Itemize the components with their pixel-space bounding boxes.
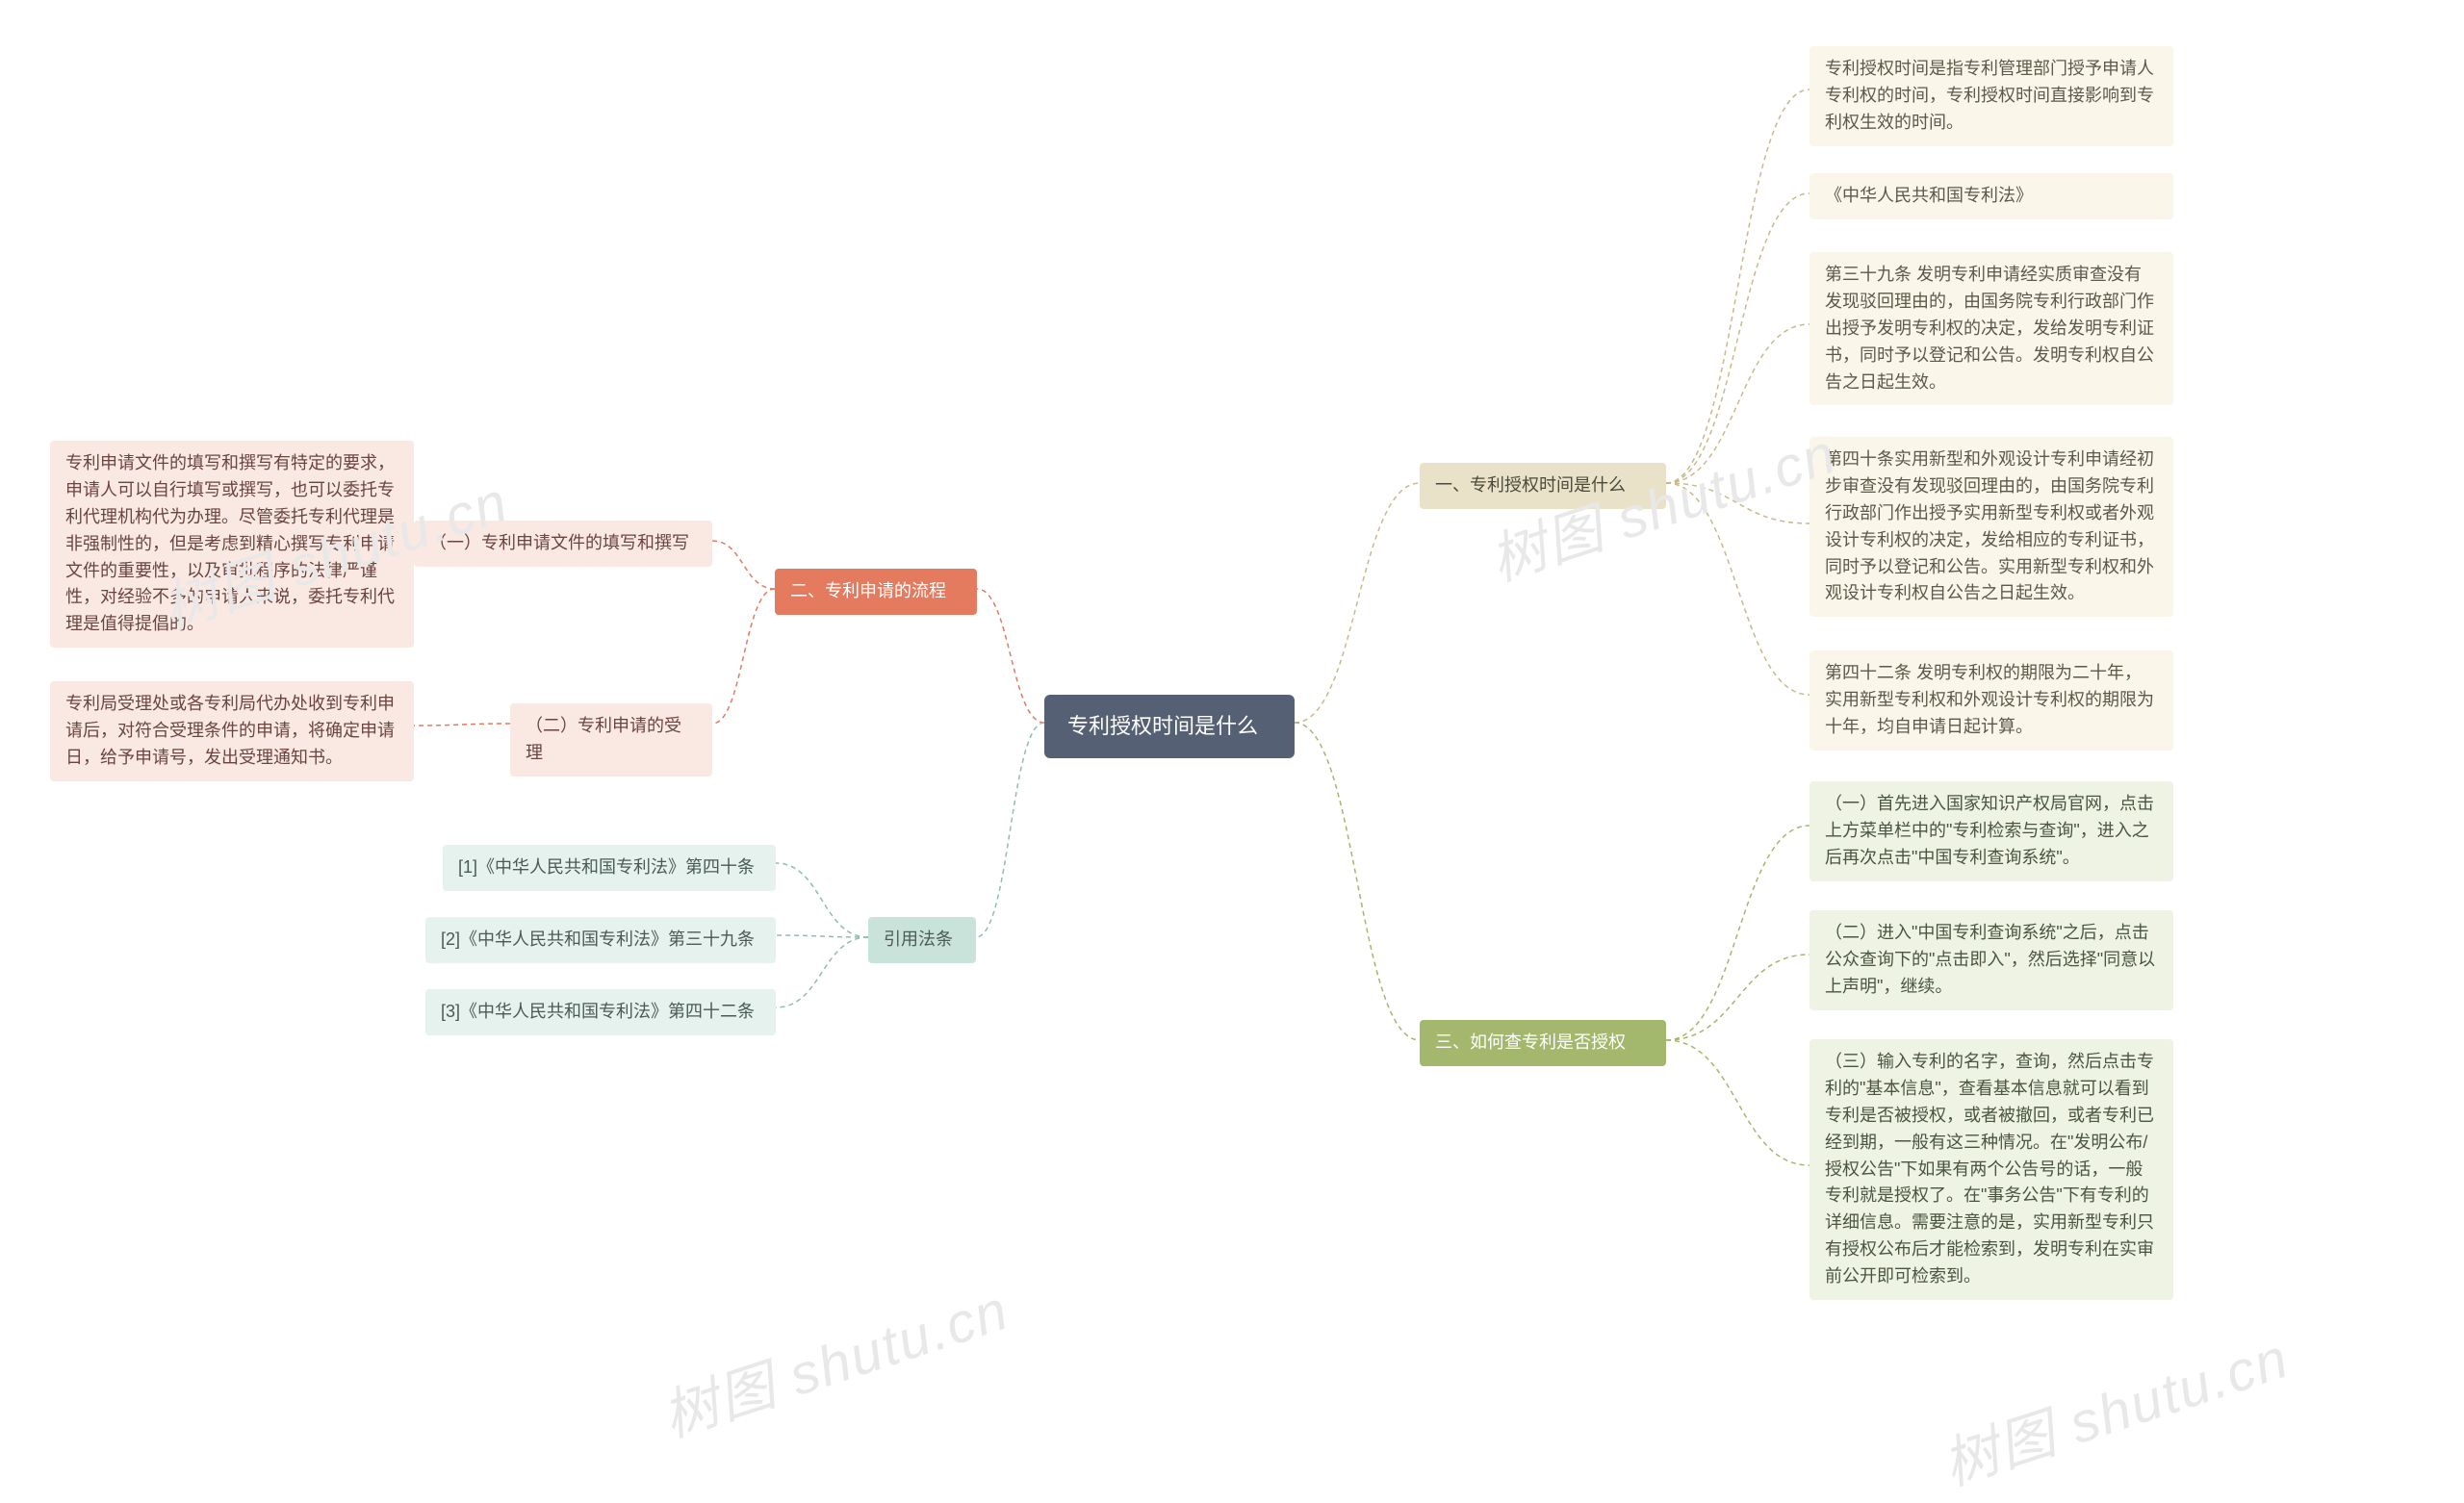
sub-b2-1: （二）专利申请的受理 — [510, 703, 712, 777]
leaf-b3-1: （二）进入"中国专利查询系统"之后，点击公众查询下的"点击即入"，然后选择"同意… — [1810, 910, 2173, 1010]
watermark-2: 树图 shutu.cn — [651, 1264, 1017, 1452]
branch-b4: 引用法条 — [868, 917, 976, 963]
leaf-b1-3: 第四十条实用新型和外观设计专利申请经初步审查没有发现驳回理由的，由国务院专利行政… — [1810, 437, 2173, 617]
sub-b2-0: （一）专利申请文件的填写和撰写 — [414, 521, 712, 567]
watermark-3: 树图 shutu.cn — [1931, 1312, 2297, 1500]
leaf-b1-0: 专利授权时间是指专利管理部门授予申请人专利权的时间，专利授权时间直接影响到专利权… — [1810, 46, 2173, 146]
branch-b1: 一、专利授权时间是什么 — [1420, 463, 1666, 509]
subleaf-b2-0: 专利申请文件的填写和撰写有特定的要求，申请人可以自行填写或撰写，也可以委托专利代… — [50, 441, 414, 648]
subleaf-b2-1: 专利局受理处或各专利局代办处收到专利申请后，对符合受理条件的申请，将确定申请日，… — [50, 681, 414, 781]
root-node: 专利授权时间是什么 — [1044, 695, 1295, 758]
leaf-b3-2: （三）输入专利的名字，查询，然后点击专利的"基本信息"，查看基本信息就可以看到专… — [1810, 1039, 2173, 1300]
leaf-b1-4: 第四十二条 发明专利权的期限为二十年，实用新型专利权和外观设计专利权的期限为十年… — [1810, 650, 2173, 751]
leaf-b3-0: （一）首先进入国家知识产权局官网，点击上方菜单栏中的"专利检索与查询"，进入之后… — [1810, 781, 2173, 881]
leaf-b1-1: 《中华人民共和国专利法》 — [1810, 173, 2173, 219]
leaf-b1-2: 第三十九条 发明专利申请经实质审查没有发现驳回理由的，由国务院专利行政部门作出授… — [1810, 252, 2173, 405]
leaf-b4-2: [3]《中华人民共和国专利法》第四十二条 — [425, 989, 776, 1035]
branch-b3: 三、如何查专利是否授权 — [1420, 1020, 1666, 1066]
branch-b2: 二、专利申请的流程 — [775, 569, 977, 615]
leaf-b4-0: [1]《中华人民共和国专利法》第四十条 — [443, 845, 776, 891]
leaf-b4-1: [2]《中华人民共和国专利法》第三十九条 — [425, 917, 776, 963]
